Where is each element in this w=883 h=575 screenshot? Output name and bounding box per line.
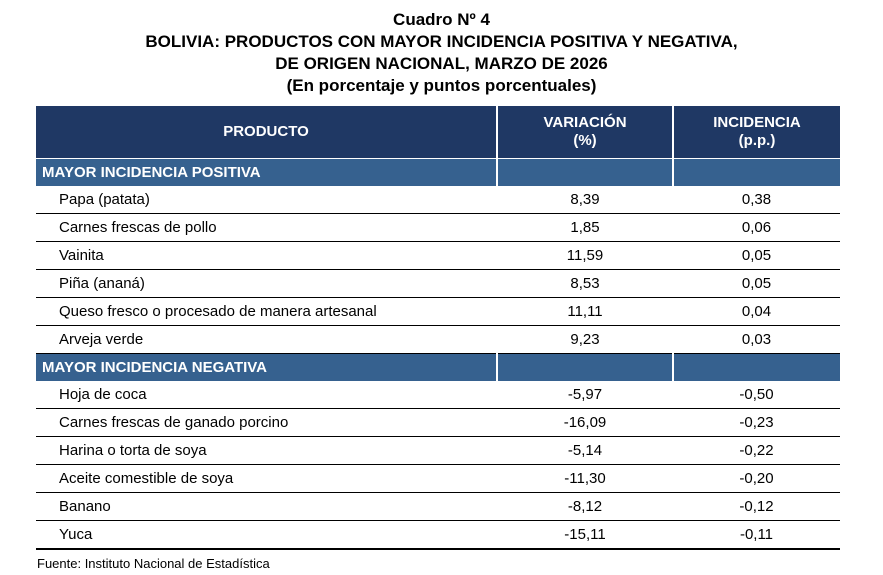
- column-header-incidencia-sublabel: (p.p.): [738, 132, 776, 149]
- incidence-value-cell: -0,20: [673, 464, 840, 493]
- variation-value-cell: 11,11: [497, 297, 673, 326]
- incidence-value-cell: -0,22: [673, 436, 840, 465]
- column-header-producto-label: PRODUCTO: [223, 123, 309, 140]
- section-header-empty-cell: [672, 158, 840, 186]
- title-block: Cuadro Nº 4 BOLIVIA: PRODUCTOS CON MAYOR…: [0, 0, 883, 97]
- table-title-line-1: BOLIVIA: PRODUCTOS CON MAYOR INCIDENCIA …: [145, 32, 738, 51]
- column-header-producto: PRODUCTO: [36, 106, 497, 159]
- product-name-cell: Carnes frescas de ganado porcino: [36, 408, 497, 437]
- column-header-incidencia: INCIDENCIA (p.p.): [672, 106, 840, 159]
- incidence-value-cell: -0,11: [673, 520, 840, 550]
- section-header-label: MAYOR INCIDENCIA POSITIVA: [36, 158, 497, 186]
- table-number: Cuadro Nº 4: [393, 10, 490, 29]
- variation-value-cell: 9,23: [497, 325, 673, 354]
- product-name-cell: Vainita: [36, 241, 497, 270]
- product-name-cell: Carnes frescas de pollo: [36, 213, 497, 242]
- table-row: Hoja de coca -5,97 -0,50: [36, 381, 840, 409]
- table-row: Banano -8,12 -0,12: [36, 492, 840, 521]
- section-header-empty-cell: [496, 353, 673, 381]
- product-name-cell: Arveja verde: [36, 325, 497, 354]
- incidence-value-cell: 0,05: [673, 241, 840, 270]
- incidence-value-cell: 0,05: [673, 269, 840, 298]
- product-name-cell: Banano: [36, 492, 497, 521]
- variation-value-cell: 8,39: [497, 186, 673, 214]
- incidence-value-cell: -0,50: [673, 381, 840, 409]
- column-header-variacion-label: VARIACIÓN: [543, 114, 627, 131]
- product-name-cell: Hoja de coca: [36, 381, 497, 409]
- incidence-value-cell: 0,04: [673, 297, 840, 326]
- product-name-cell: Piña (ananá): [36, 269, 497, 298]
- incidence-value-cell: 0,03: [673, 325, 840, 354]
- table-row: Arveja verde 9,23 0,03: [36, 325, 840, 354]
- product-name-cell: Papa (patata): [36, 186, 497, 214]
- section-header-empty-cell: [672, 353, 840, 381]
- table-row: Papa (patata) 8,39 0,38: [36, 186, 840, 214]
- column-header-variacion-sublabel: (%): [573, 132, 597, 149]
- table-row: Harina o torta de soya -5,14 -0,22: [36, 436, 840, 465]
- variation-value-cell: -5,14: [497, 436, 673, 465]
- column-header-row: PRODUCTO VARIACIÓN (%) INCIDENCIA (p.p.): [36, 106, 840, 159]
- incidence-value-cell: 0,06: [673, 213, 840, 242]
- section-header-label: MAYOR INCIDENCIA NEGATIVA: [36, 353, 497, 381]
- variation-value-cell: -11,30: [497, 464, 673, 493]
- incidence-value-cell: -0,12: [673, 492, 840, 521]
- section-header-row: MAYOR INCIDENCIA NEGATIVA: [36, 353, 840, 381]
- variation-value-cell: 11,59: [497, 241, 673, 270]
- table-title-line-2: DE ORIGEN NACIONAL, MARZO DE 2026: [275, 54, 608, 73]
- table-row: Queso fresco o procesado de manera artes…: [36, 297, 840, 326]
- variation-value-cell: 8,53: [497, 269, 673, 298]
- variation-value-cell: 1,85: [497, 213, 673, 242]
- section-header-empty-cell: [496, 158, 673, 186]
- table-units-note: (En porcentaje y puntos porcentuales): [286, 76, 597, 95]
- variation-value-cell: -5,97: [497, 381, 673, 409]
- column-header-incidencia-label: INCIDENCIA: [713, 114, 801, 131]
- table-row: Yuca -15,11 -0,11: [36, 520, 840, 550]
- table-row: Carnes frescas de pollo 1,85 0,06: [36, 213, 840, 242]
- variation-value-cell: -15,11: [497, 520, 673, 550]
- variation-value-cell: -16,09: [497, 408, 673, 437]
- product-name-cell: Queso fresco o procesado de manera artes…: [36, 297, 497, 326]
- product-name-cell: Harina o torta de soya: [36, 436, 497, 465]
- section-header-row: MAYOR INCIDENCIA POSITIVA: [36, 158, 840, 186]
- table-row: Piña (ananá) 8,53 0,05: [36, 269, 840, 298]
- incidence-value-cell: 0,38: [673, 186, 840, 214]
- table-row: Carnes frescas de ganado porcino -16,09 -0…: [36, 408, 840, 437]
- product-name-cell: Aceite comestible de soya: [36, 464, 497, 493]
- table-head: PRODUCTO VARIACIÓN (%) INCIDENCIA (p.p.): [36, 106, 840, 159]
- incidence-value-cell: -0,23: [673, 408, 840, 437]
- table-row: Vainita 11,59 0,05: [36, 241, 840, 270]
- variation-value-cell: -8,12: [497, 492, 673, 521]
- table-body: MAYOR INCIDENCIA POSITIVA Papa (patata) 8,…: [36, 158, 840, 550]
- product-name-cell: Yuca: [36, 520, 497, 550]
- source-note: Fuente: Instituto Nacional de Estadístic…: [37, 556, 270, 571]
- incidence-table: PRODUCTO VARIACIÓN (%) INCIDENCIA (p.p.)…: [36, 106, 840, 550]
- table-row: Aceite comestible de soya -11,30 -0,20: [36, 464, 840, 493]
- column-header-variacion: VARIACIÓN (%): [496, 106, 673, 159]
